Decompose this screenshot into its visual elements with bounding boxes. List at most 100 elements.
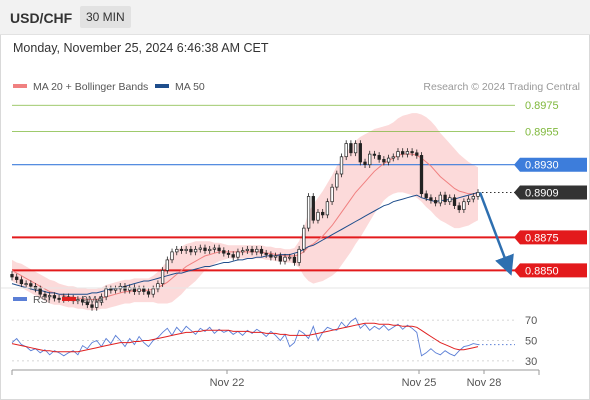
candle-body [160,270,165,284]
candle [363,158,367,168]
candle-body [452,197,457,206]
candle [448,194,452,206]
candle-body [189,248,193,253]
candle-body [212,247,217,250]
candle-body [278,255,282,262]
candle [302,224,306,253]
candle [325,198,330,219]
candle [165,256,169,274]
rsi-panel: 70 50 30 [11,315,537,368]
candle-body [382,159,386,163]
candle [156,280,160,293]
candle [179,245,184,254]
candle [175,245,179,256]
x-tick-label-1: Nov 25 [402,377,437,389]
candle-body [377,155,381,160]
candle-body [208,248,212,251]
candle-body [226,252,231,255]
legend-label-ma20: MA 20 + Bollinger Bands [33,81,148,93]
candle-body [443,194,447,203]
candle-body [19,279,24,285]
level-tag-4: 0.8875 [514,230,587,245]
candle [226,249,231,258]
candle-body [198,247,202,250]
rsi-legend-label-rsi: RSI [33,294,51,306]
candle-body [339,156,344,175]
candle-body [269,254,273,258]
candle [316,208,320,224]
candle-body [466,198,471,203]
candle-body [142,288,146,292]
candle-body [165,259,169,271]
x-tick-label-2: Nov 28 [467,377,502,389]
candle [278,252,282,265]
candle-body [325,201,330,216]
candle-body [335,173,339,188]
candle-body [358,143,362,163]
candle [113,285,118,294]
candle-body [184,248,188,251]
candle-body [29,283,33,287]
candle-body [43,293,47,298]
candle [208,245,212,254]
candle-body [368,153,372,166]
level-tag-bg-2 [514,157,587,172]
candle-body [90,304,94,308]
candle [415,149,419,159]
candle-body [396,151,400,158]
candle-body [349,143,353,154]
candle [146,288,151,298]
candle-body [283,256,287,262]
candle-body [297,248,301,263]
legend: MA 20 + Bollinger Bands MA 50 Research ©… [13,81,580,93]
candle-body [151,288,155,295]
candle [48,292,52,301]
candle [283,253,287,265]
candle [57,294,61,303]
candle-body [10,274,14,278]
candle-body [109,288,113,291]
candle [43,290,47,301]
candle [306,193,311,232]
level-label-1: 0.8955 [525,127,559,139]
candle-body [255,248,259,253]
level-tag-text-3: 0.8909 [525,187,559,199]
candle [241,247,245,256]
rsi-tick-label-50: 50 [525,336,537,348]
legend-label-ma50: MA 50 [175,81,205,93]
candle [311,193,315,224]
candle [433,197,438,207]
candle [142,285,146,295]
legend-credit: Research © 2024 Trading Central [423,81,580,93]
candle-body [241,250,245,253]
candle-body [438,194,442,204]
candle-body [179,248,184,251]
candle [297,245,301,266]
candle-body [80,299,85,303]
legend-swatch-ma20 [13,84,27,88]
candle-body [363,161,367,165]
rsi-tick-label-30: 30 [525,356,537,368]
rsi-legend-label-9ma: 9MA [82,294,104,306]
candle [382,156,386,166]
candle-body [24,283,28,285]
candle-body [419,155,424,195]
candle [396,148,400,161]
level-tag-bg-5 [514,263,587,278]
x-axis: Nov 22 Nov 25 Nov 28 [11,369,540,389]
interval-button[interactable]: 30 MIN [80,6,131,28]
candle [466,195,471,206]
candle-body [433,200,438,204]
candle [99,293,104,306]
candle [405,148,410,158]
candle-body [231,254,235,258]
candle [462,198,466,213]
candle-body [330,186,334,203]
rsi-9ma-line [11,322,479,353]
candle [231,251,235,261]
candle-body [311,196,315,221]
candle [429,194,433,204]
candle-body [146,291,151,295]
level-tag-2: 0.8930 [514,157,587,172]
